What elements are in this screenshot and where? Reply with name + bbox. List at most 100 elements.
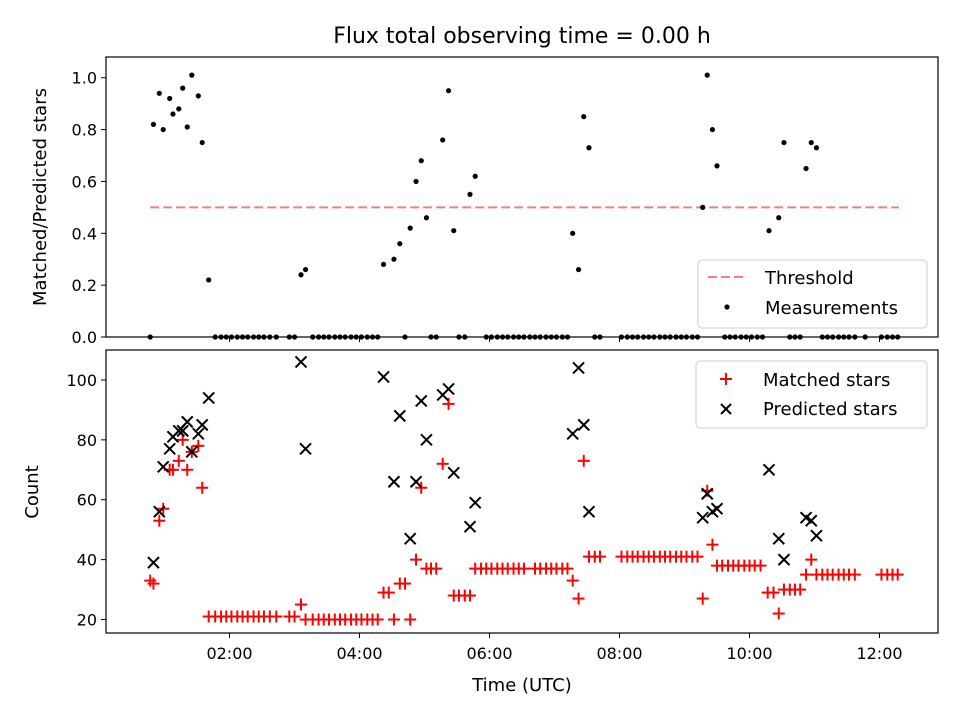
matched-stars-point xyxy=(800,568,813,581)
measurement-point xyxy=(170,111,176,117)
measurement-point xyxy=(581,114,587,120)
bottom-panel: 20 40 60 80 100 02:00 04:00 06:00 08:00 10:00 12:… xyxy=(22,349,939,696)
measurement-point xyxy=(184,124,190,130)
matched-stars-point xyxy=(772,607,785,620)
predicted-stars-point xyxy=(409,475,423,488)
matched-stars-point xyxy=(572,592,585,605)
matched-stars-point xyxy=(196,481,209,494)
measurement-point xyxy=(714,163,720,169)
y-tick-label: 0.6 xyxy=(72,172,97,191)
measurement-point xyxy=(766,228,772,234)
matched-stars-point xyxy=(371,613,384,626)
predicted-stars-point xyxy=(420,433,433,447)
top-legend-frame xyxy=(697,259,928,329)
measurement-point xyxy=(380,261,387,268)
matched-stars-point xyxy=(387,613,400,626)
x-tick-label: 04:00 xyxy=(336,644,382,663)
predicted-stars-point xyxy=(176,424,189,438)
matched-stars-point xyxy=(192,439,205,452)
measurement-point xyxy=(397,241,403,247)
matched-stars-point xyxy=(566,574,579,587)
y-tick-label: 0.4 xyxy=(72,224,97,243)
predicted-stars-legend-label: Predicted stars xyxy=(763,399,897,420)
predicted-stars-point xyxy=(762,463,776,476)
matched-stars-point xyxy=(561,562,574,575)
measurement-point xyxy=(803,165,809,172)
predicted-stars-point xyxy=(577,418,590,432)
matched-stars-point xyxy=(464,589,476,602)
matched-stars-point xyxy=(147,577,160,590)
predicted-stars-point xyxy=(393,409,407,423)
predicted-stars-point xyxy=(185,445,199,459)
top-panel-y-ticks: 0.0 0.2 0.4 0.6 0.8 1.0 xyxy=(72,69,106,347)
measurement-point xyxy=(195,93,201,99)
predicted-stars-point xyxy=(181,415,194,429)
top-panel-frame xyxy=(105,56,939,338)
matched-stars-point xyxy=(181,463,194,476)
measurement-point xyxy=(570,230,576,236)
measurement-point xyxy=(586,145,592,151)
measurement-point xyxy=(206,277,212,283)
matched-stars-point xyxy=(153,514,166,527)
predicted-stars-point xyxy=(147,556,160,569)
bottom-legend-frame xyxy=(695,360,928,429)
measurement-point xyxy=(440,137,446,143)
y-tick-label: 0.0 xyxy=(72,328,97,347)
matched-stars-point xyxy=(594,550,606,563)
measurement-point xyxy=(413,178,419,185)
y-tick-label: 1.0 xyxy=(72,69,97,88)
predicted-stars-legend-swatch xyxy=(720,403,732,415)
predicted-stars-point xyxy=(805,514,818,527)
predicted-stars-point xyxy=(163,442,176,456)
predicted-stars-point xyxy=(468,496,482,509)
measurement-point xyxy=(704,72,710,78)
predicted-stars-point xyxy=(701,487,714,500)
x-tick-label: 10:00 xyxy=(726,644,772,663)
predicted-stars-point xyxy=(299,442,312,456)
matched-stars-point xyxy=(166,463,179,476)
y-tick-label: 0.8 xyxy=(72,121,97,140)
predicted-stars-point xyxy=(156,460,170,474)
matched-stars-point xyxy=(691,550,704,563)
measurement-point xyxy=(709,126,716,133)
predicted-stars-point xyxy=(294,355,308,369)
measurement-point xyxy=(776,215,782,221)
measurement-point xyxy=(150,121,157,128)
y-tick-label: 40 xyxy=(77,551,97,570)
measurement-point xyxy=(199,139,205,146)
bottom-panel-x-axis-label: Time (UTC) xyxy=(471,675,572,696)
matched-stars-legend-swatch xyxy=(720,373,732,385)
measurement-point xyxy=(180,85,186,91)
top-panel-y-axis-label: Matched/Predicted stars xyxy=(30,88,51,306)
matched-stars-point xyxy=(706,538,719,551)
measurement-point xyxy=(813,145,820,151)
measurement-point xyxy=(407,225,413,231)
top-panel-legend: Threshold Measurements xyxy=(697,259,928,329)
measurement-point xyxy=(808,139,814,146)
matched-stars-point xyxy=(767,586,780,599)
predicted-stars-point xyxy=(415,394,428,408)
matched-stars-point xyxy=(399,577,411,590)
measurement-point xyxy=(445,88,452,94)
matched-stars-point xyxy=(288,610,301,623)
top-panel-x-ticks xyxy=(229,337,880,342)
matched-stars-point xyxy=(517,562,530,575)
top-panel: 0.0 0.2 0.4 0.6 0.8 1.0 Matched/Predicted sta… xyxy=(30,56,939,347)
predicted-stars-point xyxy=(572,361,585,375)
measurement-point xyxy=(189,72,195,78)
measurement-point xyxy=(781,139,787,146)
matched-stars-point xyxy=(415,481,428,494)
measurement-point xyxy=(156,90,162,96)
predicted-stars-point xyxy=(777,553,791,566)
y-tick-label: 60 xyxy=(77,491,97,510)
measurement-point xyxy=(451,228,457,234)
predicted-stars-point xyxy=(442,382,455,396)
bottom-panel-legend: Matched stars Predicted stars xyxy=(695,360,928,429)
measurement-point xyxy=(298,272,304,278)
measurement-point xyxy=(472,173,478,179)
predicted-stars-point xyxy=(153,505,166,518)
predicted-stars-point xyxy=(810,529,823,542)
measurement-point xyxy=(418,158,424,164)
measurements-legend-label: Measurements xyxy=(765,298,898,319)
